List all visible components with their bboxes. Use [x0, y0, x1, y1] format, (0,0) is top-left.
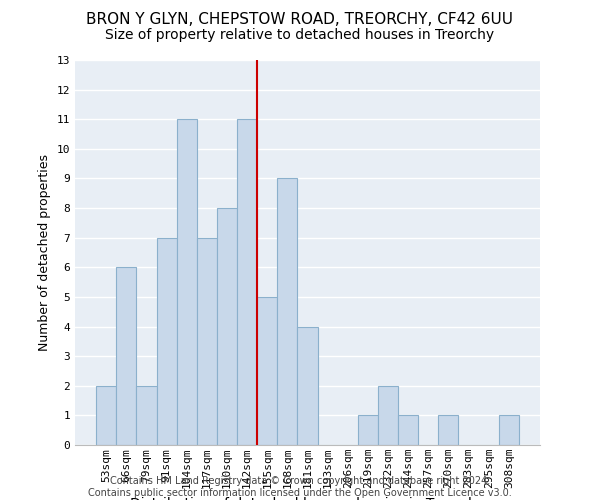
- Bar: [358, 416, 378, 445]
- Bar: [499, 416, 519, 445]
- Bar: [176, 119, 197, 445]
- Text: Size of property relative to detached houses in Treorchy: Size of property relative to detached ho…: [106, 28, 494, 42]
- Bar: [217, 208, 237, 445]
- Bar: [96, 386, 116, 445]
- Bar: [197, 238, 217, 445]
- Bar: [237, 119, 257, 445]
- Text: Contains HM Land Registry data © Crown copyright and database right 2024.
Contai: Contains HM Land Registry data © Crown c…: [88, 476, 512, 498]
- Bar: [398, 416, 418, 445]
- Bar: [157, 238, 176, 445]
- Bar: [439, 416, 458, 445]
- Bar: [277, 178, 298, 445]
- Bar: [298, 326, 317, 445]
- Bar: [136, 386, 157, 445]
- Text: BRON Y GLYN, CHEPSTOW ROAD, TREORCHY, CF42 6UU: BRON Y GLYN, CHEPSTOW ROAD, TREORCHY, CF…: [86, 12, 514, 28]
- Bar: [378, 386, 398, 445]
- Y-axis label: Number of detached properties: Number of detached properties: [38, 154, 51, 351]
- Bar: [257, 297, 277, 445]
- Bar: [116, 268, 136, 445]
- X-axis label: Distribution of detached houses by size in Treorchy: Distribution of detached houses by size …: [130, 496, 485, 500]
